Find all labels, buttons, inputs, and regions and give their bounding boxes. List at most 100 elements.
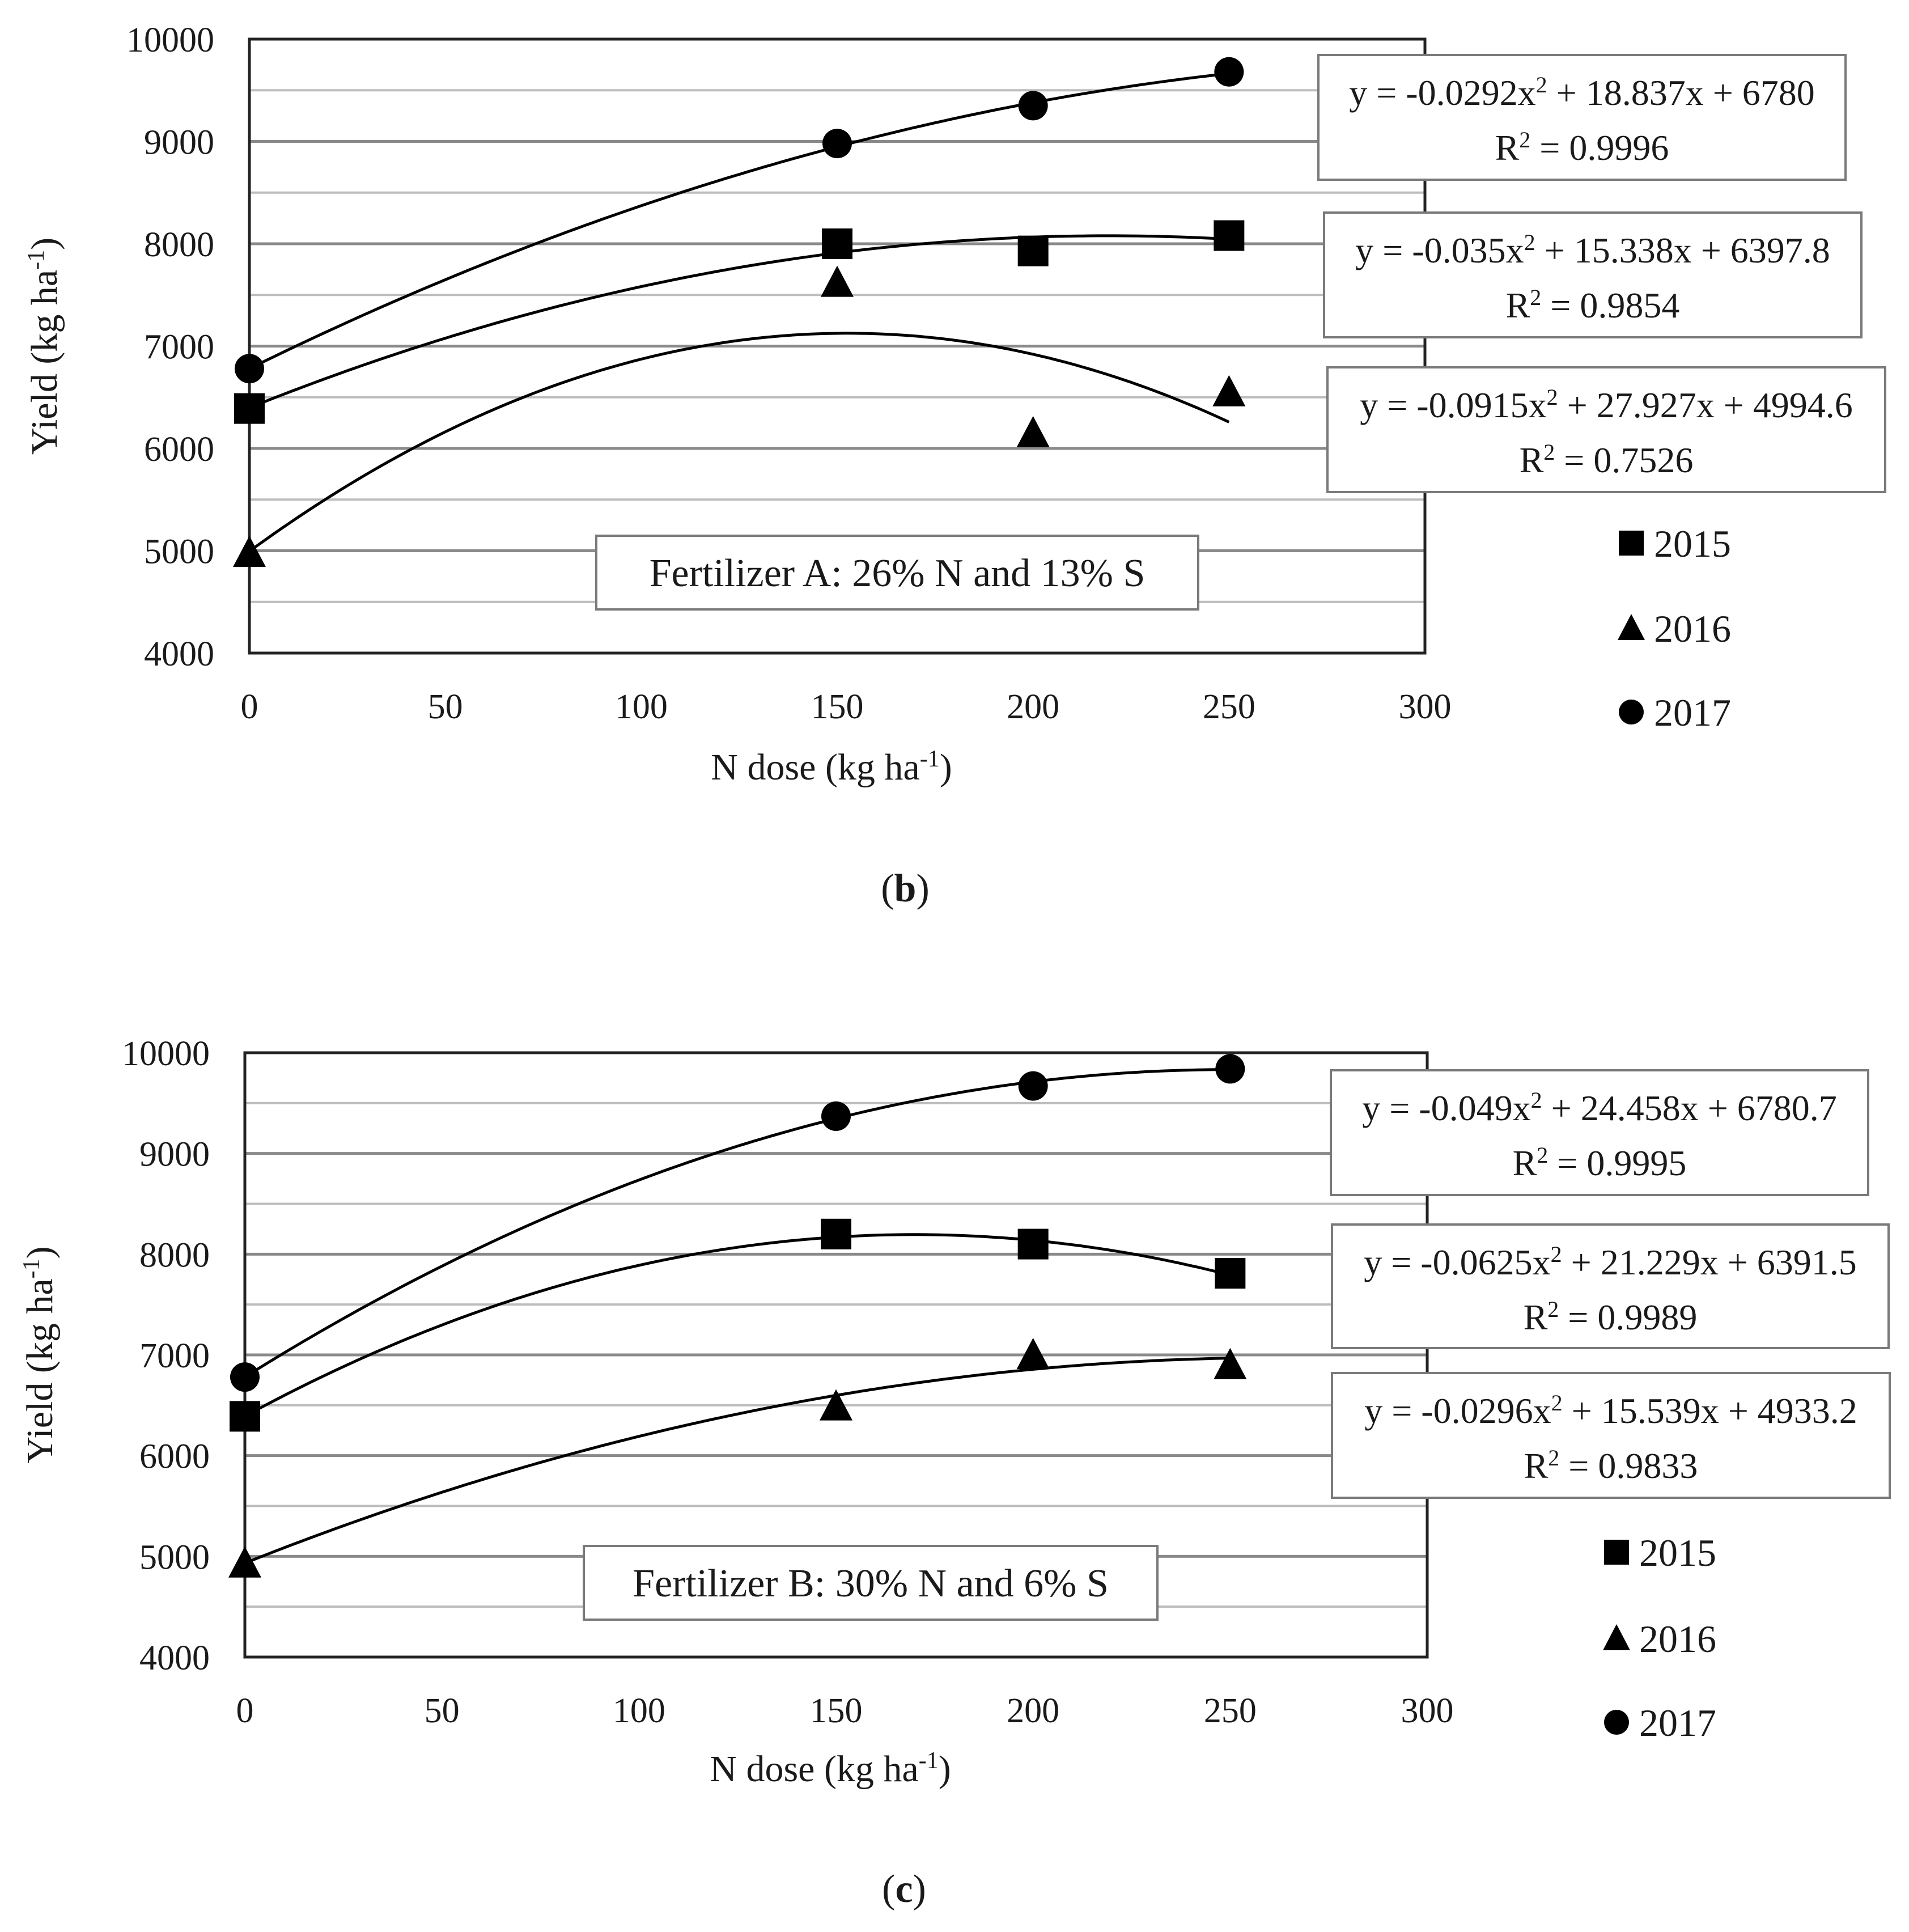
legend-item-2015: 2015 xyxy=(1604,1531,1716,1574)
y-axis-title: Yield (kg ha-1) xyxy=(19,1246,61,1463)
r-squared-2017: R2 = 0.9995 xyxy=(1513,1142,1687,1184)
fertilizer-annotation: Fertilizer B: 30% N and 6% S xyxy=(633,1562,1109,1605)
fit-equation-2015: y = -0.0625x2 + 21.229x + 6391.5 xyxy=(1364,1242,1857,1283)
fit-equation-2016: y = -0.0296x2 + 15.539x + 4933.2 xyxy=(1364,1390,1857,1431)
equation-box-2017 xyxy=(1330,1069,1869,1196)
fertilizer-annotation: Fertilizer A: 26% N and 13% S xyxy=(650,552,1146,595)
y-tick-label: 7000 xyxy=(144,328,214,367)
data-point-2015 xyxy=(1214,220,1245,251)
data-point-2017 xyxy=(1018,91,1048,121)
data-point-2015 xyxy=(822,228,852,259)
y-tick-label: 8000 xyxy=(144,226,214,264)
legend-item-2017: 2017 xyxy=(1619,691,1731,734)
x-tick-label: 100 xyxy=(613,1692,665,1730)
equation-box-2016 xyxy=(1331,1372,1891,1499)
fit-curve-2017 xyxy=(248,72,1229,370)
x-tick-label: 300 xyxy=(1399,688,1452,726)
legend-circle-marker xyxy=(1619,700,1644,724)
data-point-2017 xyxy=(230,1362,260,1392)
x-tick-label: 250 xyxy=(1204,1692,1257,1730)
fit-equation-2017: y = -0.0292x2 + 18.837x + 6780 xyxy=(1349,72,1815,113)
plot-frame xyxy=(243,1051,1429,1659)
legend-item-2015: 2015 xyxy=(1619,522,1731,565)
x-tick-label: 50 xyxy=(425,1692,460,1730)
y-tick-label: 5000 xyxy=(139,1538,210,1577)
legend-triangle-marker xyxy=(1603,1624,1630,1650)
data-point-2016 xyxy=(1214,1348,1247,1379)
plot-frame xyxy=(248,37,1427,655)
r-squared-2015: R2 = 0.9989 xyxy=(1524,1297,1698,1338)
y-tick-label: 10000 xyxy=(122,1035,210,1073)
fit-curve-2015 xyxy=(244,1233,1231,1418)
x-axis-title: N dose (kg ha-1) xyxy=(710,1748,951,1790)
fit-curve-2015 xyxy=(249,234,1229,409)
data-point-2016 xyxy=(1016,1338,1050,1369)
panel-label: (b) xyxy=(881,867,930,910)
legend-square-marker xyxy=(1619,531,1644,556)
data-point-2016 xyxy=(1212,375,1246,406)
data-point-2016 xyxy=(1016,416,1050,447)
fit-equation-2016: y = -0.0915x2 + 27.927x + 4994.6 xyxy=(1360,384,1853,426)
legend-label: 2016 xyxy=(1639,1617,1716,1660)
x-tick-label: 150 xyxy=(810,1692,863,1730)
r-squared-2016: R2 = 0.7526 xyxy=(1520,439,1694,481)
y-tick-label: 4000 xyxy=(144,635,214,673)
data-point-2015 xyxy=(1215,1258,1246,1289)
fit-equation-2017: y = -0.049x2 + 24.458x + 6780.7 xyxy=(1362,1087,1837,1129)
panel-label: (c) xyxy=(882,1867,926,1911)
data-point-2016 xyxy=(228,1546,261,1578)
data-point-2017 xyxy=(1018,1071,1048,1101)
r-squared-2015: R2 = 0.9854 xyxy=(1506,285,1680,326)
legend-label: 2017 xyxy=(1639,1701,1716,1744)
legend-triangle-marker xyxy=(1618,614,1645,640)
fit-curve-2017 xyxy=(244,1068,1231,1379)
y-tick-label: 7000 xyxy=(139,1337,210,1375)
y-tick-label: 6000 xyxy=(139,1438,210,1476)
x-tick-label: 200 xyxy=(1007,688,1059,726)
data-point-2017 xyxy=(822,129,852,159)
annotation-box xyxy=(595,535,1199,611)
equation-box-2017 xyxy=(1317,54,1847,181)
data-point-2017 xyxy=(235,354,264,384)
data-point-2016 xyxy=(233,536,266,567)
x-tick-label: 0 xyxy=(241,688,258,726)
x-tick-label: 300 xyxy=(1401,1692,1454,1730)
y-tick-label: 5000 xyxy=(144,533,214,571)
data-point-2015 xyxy=(1017,235,1049,266)
x-tick-label: 200 xyxy=(1007,1692,1059,1730)
y-axis-title: Yield (kg ha-1) xyxy=(23,238,65,455)
equation-box-2016 xyxy=(1326,366,1886,493)
chart-panel-b: 4000 5000 6000 7000 8000 9000 10000 0 50 100 150 20… xyxy=(23,21,1886,910)
legend-label: 2015 xyxy=(1639,1531,1716,1574)
fit-equation-2015: y = -0.035x2 + 15.338x + 6397.8 xyxy=(1355,230,1830,271)
data-point-2017 xyxy=(1215,1054,1245,1084)
y-tick-label: 9000 xyxy=(144,124,214,162)
chart-panel-c: 4000 5000 6000 7000 8000 9000 10000 0 50 100 150 20… xyxy=(19,1035,1891,1911)
legend-circle-marker xyxy=(1604,1710,1629,1735)
y-tick-label: 8000 xyxy=(139,1236,210,1274)
data-point-2015 xyxy=(234,393,265,424)
y-tick-label: 4000 xyxy=(139,1639,210,1677)
data-point-2015 xyxy=(1017,1228,1049,1260)
legend-item-2016: 2016 xyxy=(1618,607,1731,650)
x-tick-label: 150 xyxy=(811,688,864,726)
y-tick-label: 6000 xyxy=(144,430,214,469)
legend-square-marker xyxy=(1604,1540,1629,1565)
legend-label: 2017 xyxy=(1654,691,1731,734)
x-tick-label: 0 xyxy=(236,1692,254,1730)
equation-box-2015 xyxy=(1331,1223,1890,1349)
r-squared-2016: R2 = 0.9833 xyxy=(1524,1445,1698,1486)
data-point-2017 xyxy=(1214,57,1244,87)
annotation-box xyxy=(583,1545,1159,1621)
data-point-2016 xyxy=(821,265,854,297)
data-point-2015 xyxy=(230,1401,260,1432)
data-point-2016 xyxy=(820,1389,852,1421)
data-point-2015 xyxy=(821,1218,851,1249)
r-squared-2017: R2 = 0.9996 xyxy=(1495,127,1669,168)
fit-curve-2016 xyxy=(248,332,1230,553)
x-tick-label: 100 xyxy=(615,688,668,726)
legend-label: 2015 xyxy=(1654,522,1731,565)
y-tick-label: 9000 xyxy=(139,1136,210,1174)
legend-label: 2016 xyxy=(1654,607,1731,650)
